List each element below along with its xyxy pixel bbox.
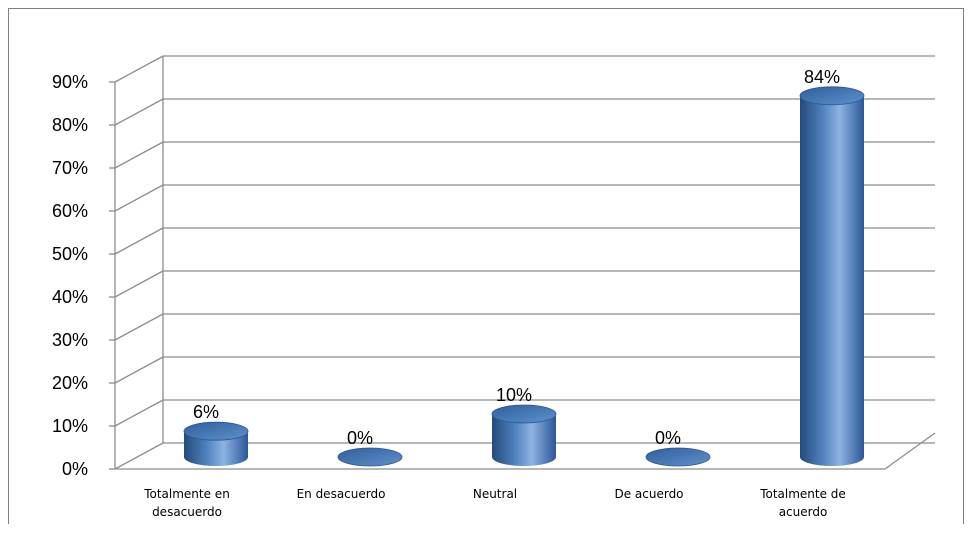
bar: 10% <box>491 385 557 466</box>
x-tick-label: De acuerdo <box>614 487 683 501</box>
grid-side-line <box>114 184 164 212</box>
bar: 84% <box>799 67 865 467</box>
bars: 6% 0% 10% 0% 84% <box>183 67 865 467</box>
data-label: 0% <box>655 428 681 448</box>
bar: 0% <box>337 428 403 467</box>
data-label: 10% <box>496 385 532 405</box>
x-tick-label: Totalmente de <box>759 487 846 501</box>
data-label: 84% <box>804 67 840 87</box>
y-tick-label: 60% <box>52 201 88 221</box>
y-tick-label: 50% <box>52 244 88 264</box>
y-tick-label: 40% <box>52 287 88 307</box>
data-label: 6% <box>193 402 219 422</box>
bar: 0% <box>645 428 711 467</box>
data-label: 0% <box>347 428 373 448</box>
grid-side-line <box>114 55 164 83</box>
y-tick-label: 0% <box>62 459 88 479</box>
grid-side-line <box>114 313 164 341</box>
grid-side-line <box>114 399 164 427</box>
y-tick-label: 70% <box>52 158 88 178</box>
bar: 6% <box>183 402 249 466</box>
bar-top <box>799 86 865 106</box>
grid-side-line <box>114 227 164 255</box>
y-tick-label: 80% <box>52 115 88 135</box>
grid-side-line <box>114 98 164 126</box>
bar-body <box>184 431 248 466</box>
floor-edge <box>884 432 936 470</box>
bar-top <box>491 404 557 424</box>
y-tick-label: 30% <box>52 330 88 350</box>
bar-top <box>645 447 711 467</box>
x-tick-label: acuerdo <box>779 505 828 519</box>
grid-side-line <box>114 442 164 470</box>
grid-side-line <box>114 356 164 384</box>
y-tick-label: 10% <box>52 416 88 436</box>
y-tick-label: 20% <box>52 373 88 393</box>
bar-top <box>183 421 249 441</box>
x-tick-label: Totalmente en <box>143 487 230 501</box>
y-axis-ticks: 0% 10% 20% 30% 40% 50% 60% 70% 80% 90% <box>52 72 88 479</box>
bar-body <box>492 414 556 466</box>
bar-top <box>337 447 403 467</box>
bar-body <box>800 95 864 467</box>
x-axis-ticks: Totalmente en desacuerdo En desacuerdo Neut… <box>143 487 846 519</box>
x-tick-label: desacuerdo <box>152 505 222 519</box>
y-tick-label: 90% <box>52 72 88 92</box>
x-tick-label: En desacuerdo <box>297 487 386 501</box>
x-tick-label: Neutral <box>473 487 517 501</box>
grid-side-line <box>114 270 164 298</box>
grid-side-line <box>114 141 164 169</box>
